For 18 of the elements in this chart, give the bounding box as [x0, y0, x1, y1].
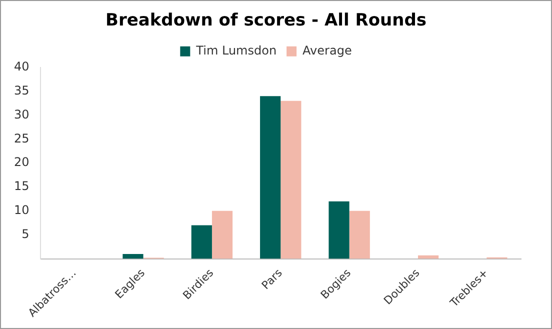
y-tick-label: 40 — [14, 60, 30, 74]
y-tick-label: 35 — [14, 83, 30, 98]
bar — [122, 254, 144, 259]
bar — [191, 225, 212, 259]
y-tick-label: 10 — [14, 203, 30, 218]
y-tick-label: 25 — [14, 131, 30, 146]
legend-label: Average — [302, 44, 352, 58]
chart-title: Breakdown of scores - All Rounds — [105, 10, 427, 31]
bar — [349, 210, 370, 259]
y-tick-label: 5 — [22, 226, 30, 241]
y-tick-label: 20 — [14, 155, 30, 170]
y-tick-label: 15 — [14, 179, 30, 194]
bar — [328, 201, 350, 259]
y-tick-label: 30 — [14, 107, 30, 122]
bar — [280, 100, 302, 259]
bar — [212, 210, 233, 259]
bar — [260, 96, 281, 259]
legend-label: Tim Lumsdon — [195, 44, 277, 58]
